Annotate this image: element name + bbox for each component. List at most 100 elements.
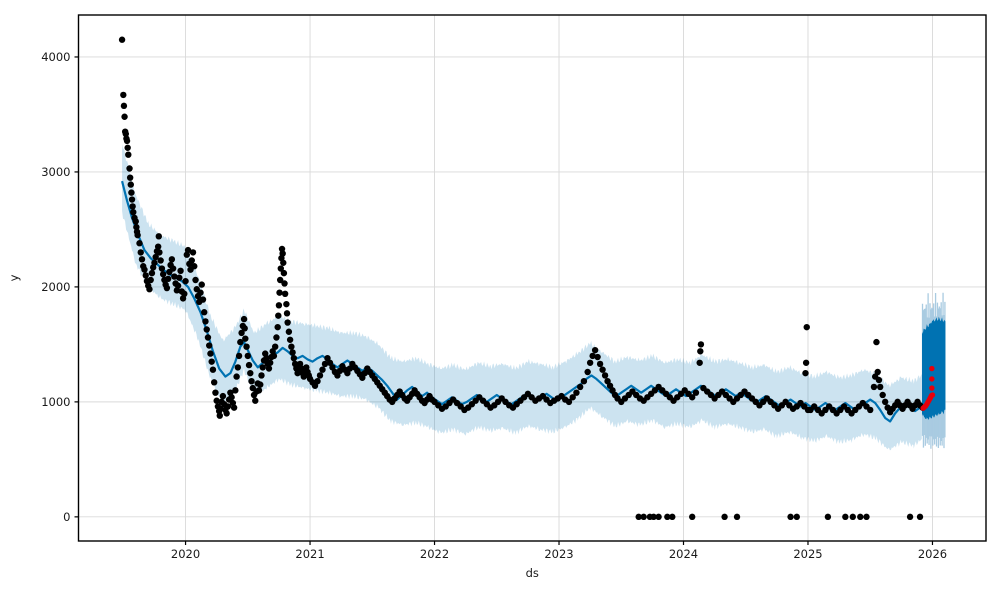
x-tick-label: 2020 xyxy=(171,547,200,561)
observed-point xyxy=(124,144,131,151)
zero-outlier-point xyxy=(650,513,657,521)
observed-point xyxy=(870,383,878,391)
observed-point xyxy=(201,309,208,316)
observed-point xyxy=(136,240,143,247)
observed-point xyxy=(203,326,210,333)
observed-point xyxy=(874,368,881,376)
observed-point xyxy=(271,343,279,350)
observed-point xyxy=(696,359,703,366)
observed-point xyxy=(223,410,230,417)
observed-point xyxy=(285,328,293,335)
observed-point xyxy=(159,271,167,278)
observed-point xyxy=(141,266,148,273)
observed-point xyxy=(288,343,295,350)
observed-point xyxy=(238,329,245,337)
zero-outlier-point xyxy=(640,513,647,521)
zero-outlier-point xyxy=(916,513,924,521)
x-tick-label: 2022 xyxy=(420,547,449,561)
observed-point xyxy=(128,196,136,203)
observed-point xyxy=(120,91,127,99)
observed-point xyxy=(177,267,184,275)
observed-point xyxy=(137,249,144,256)
observed-point xyxy=(237,338,244,346)
observed-point xyxy=(584,368,591,376)
observed-point xyxy=(235,352,243,360)
observed-point xyxy=(258,372,265,379)
observed-point xyxy=(138,256,146,263)
observed-point xyxy=(319,366,326,373)
observed-point xyxy=(589,352,596,360)
observed-point xyxy=(267,359,274,366)
observed-point xyxy=(192,276,199,284)
observed-point xyxy=(252,397,259,404)
observed-point xyxy=(146,286,153,293)
observed-point xyxy=(232,387,239,394)
observed-point xyxy=(289,349,296,356)
observed-point xyxy=(191,263,198,270)
observed-point xyxy=(171,273,178,280)
observed-point xyxy=(281,280,288,287)
observed-point xyxy=(197,289,204,296)
observed-point xyxy=(181,290,188,298)
observed-point xyxy=(206,342,213,349)
observed-point xyxy=(601,372,609,379)
observed-point xyxy=(174,282,182,289)
observed-point xyxy=(121,113,128,120)
observed-point xyxy=(216,412,223,419)
zero-outlier-point xyxy=(849,513,857,521)
observed-point xyxy=(245,361,253,369)
observed-point xyxy=(284,319,291,326)
observed-point xyxy=(569,394,576,401)
observed-point xyxy=(247,369,254,377)
observed-point xyxy=(188,257,195,264)
zero-outlier-point xyxy=(655,513,662,521)
observed-point xyxy=(125,151,132,158)
observed-point xyxy=(126,165,133,172)
observed-point xyxy=(242,335,249,342)
zero-outlier-point xyxy=(863,513,870,521)
observed-point xyxy=(123,137,131,145)
observed-point xyxy=(596,360,604,368)
observed-point xyxy=(802,359,810,366)
y-tick-label: 2000 xyxy=(41,280,70,294)
observed-point xyxy=(209,366,217,373)
observed-point xyxy=(591,346,599,354)
zero-outlier-point xyxy=(787,513,794,521)
observed-point xyxy=(873,338,880,346)
observed-point xyxy=(210,379,218,386)
observed-point xyxy=(265,365,273,372)
observed-point xyxy=(257,381,264,388)
observed-point xyxy=(281,290,289,298)
observed-point xyxy=(126,174,134,181)
observed-point xyxy=(875,376,883,384)
observed-point xyxy=(240,315,248,323)
observed-point xyxy=(316,372,324,379)
recent-actual-point xyxy=(929,392,936,398)
observed-point xyxy=(283,310,291,317)
observed-point xyxy=(321,360,329,368)
observed-point xyxy=(259,364,266,371)
observed-point xyxy=(176,274,183,281)
observed-point xyxy=(576,383,584,391)
observed-point xyxy=(879,391,886,399)
observed-point xyxy=(164,275,172,283)
observed-point xyxy=(148,269,156,277)
observed-point xyxy=(803,323,810,331)
observed-point xyxy=(189,249,197,256)
zero-outlier-point xyxy=(824,513,832,521)
observed-point xyxy=(198,281,205,288)
observed-point xyxy=(142,272,149,279)
observed-point xyxy=(212,389,219,396)
observed-point xyxy=(594,353,601,361)
observed-point xyxy=(276,289,283,296)
observed-point xyxy=(213,397,220,404)
x-tick-label: 2024 xyxy=(669,547,698,561)
observed-point xyxy=(120,102,128,110)
y-tick-label: 1000 xyxy=(41,395,70,409)
observed-point xyxy=(314,377,321,385)
observed-point xyxy=(156,249,163,256)
observed-point xyxy=(276,276,284,284)
observed-point xyxy=(290,354,298,362)
y-tick-label: 0 xyxy=(63,510,70,524)
observed-point xyxy=(580,377,588,385)
